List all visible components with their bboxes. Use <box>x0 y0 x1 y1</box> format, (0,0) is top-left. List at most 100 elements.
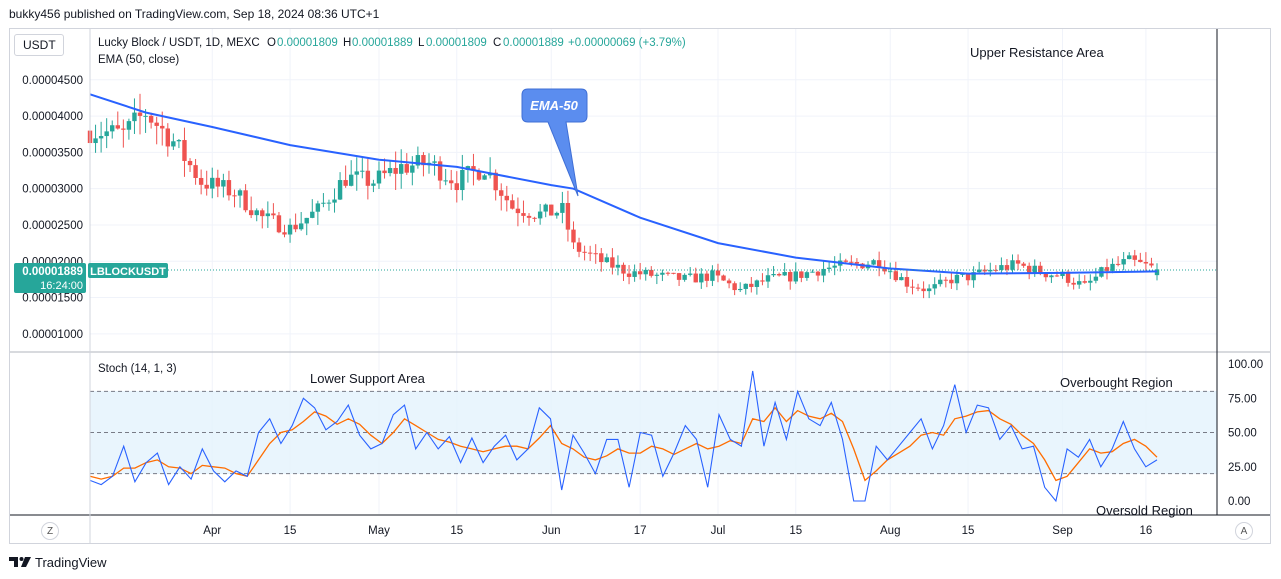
candle-body <box>132 112 137 122</box>
candle-body <box>576 242 582 252</box>
o-value: 0.00001809 <box>277 37 338 49</box>
price-tick-label: 0.00001500 <box>22 293 83 305</box>
l-label: L <box>418 37 425 49</box>
publish-text: bukky456 published on TradingView.com, S… <box>9 7 380 21</box>
candle-body <box>793 271 798 282</box>
price-tick-label: 0.00003000 <box>22 184 83 196</box>
candle-body <box>143 115 148 117</box>
candle-body <box>704 273 710 281</box>
candle-body <box>1138 259 1143 263</box>
candle-body <box>982 269 987 272</box>
candle-body <box>382 170 387 174</box>
l-value: 0.00001809 <box>426 37 487 49</box>
stoch-k-line <box>89 370 1158 503</box>
candle-body <box>810 271 815 273</box>
change-value: +0.00000069 (+3.79%) <box>568 37 686 49</box>
candle-body <box>148 115 154 123</box>
ema-callout-text: EMA-50 <box>530 98 578 113</box>
candle-body <box>93 138 98 144</box>
candle-body <box>204 184 209 189</box>
candle-body <box>443 180 448 182</box>
price-axis[interactable]: 0.00004500 0.00004000 0.00003500 0.00003000… <box>22 75 83 341</box>
candle-body <box>965 273 971 281</box>
candle-body <box>676 273 682 280</box>
candle-body <box>276 215 282 233</box>
candle-body <box>332 199 337 203</box>
candle-body <box>437 161 443 181</box>
candle-body <box>432 161 437 163</box>
time-axis[interactable]: Apr 15 May 15 Jun 17 Jul 15 Aug 15 Sep 16 <box>203 525 1152 537</box>
candle-body <box>315 203 321 212</box>
candle-body <box>360 170 365 172</box>
candle-body <box>815 271 821 276</box>
candle-body <box>376 170 382 184</box>
candle-body <box>843 260 848 262</box>
candle-body <box>854 262 860 264</box>
candle-body <box>826 267 832 269</box>
candle-body <box>1076 281 1082 285</box>
candle-body <box>348 174 354 186</box>
candle-body <box>399 164 404 174</box>
candle-body <box>365 170 371 186</box>
time-tick-label: Sep <box>1052 525 1072 537</box>
scale-right-button[interactable]: A <box>1235 522 1253 540</box>
candle-body <box>765 275 771 282</box>
candle-body <box>782 272 787 276</box>
candle-body <box>226 180 232 196</box>
stoch-levels <box>90 390 1217 475</box>
candle-body <box>371 183 376 186</box>
stoch-legend[interactable]: Stoch (14, 1, 3) <box>98 363 177 375</box>
candle-body <box>743 283 748 289</box>
candle-body <box>1043 274 1049 278</box>
candle-body <box>243 190 248 211</box>
candle-body <box>198 177 204 185</box>
candle-body <box>510 200 515 209</box>
candle-body <box>771 274 776 276</box>
currency-button[interactable]: USDT <box>14 34 64 56</box>
price-tick-label: 0.00004500 <box>22 75 83 87</box>
candle-body <box>615 264 621 268</box>
candle-body <box>904 277 910 287</box>
candle-body <box>410 165 415 173</box>
candle-body <box>176 140 182 142</box>
candle-body <box>893 271 899 281</box>
stoch-tick-label: 50.00 <box>1228 428 1257 440</box>
candle-body <box>210 177 215 189</box>
scale-left-button[interactable]: Z <box>41 522 59 540</box>
candle-body <box>137 112 143 116</box>
time-tick-label: 15 <box>962 525 975 537</box>
candle-body <box>449 180 454 184</box>
time-tick-label: 15 <box>450 525 463 537</box>
lower-support-label: Lower Support Area <box>310 371 426 386</box>
candle-body <box>476 170 482 180</box>
candle-body <box>571 229 576 243</box>
candle-body <box>293 224 298 230</box>
candle-body <box>421 155 426 166</box>
ema-legend[interactable]: EMA (50, close) <box>98 54 179 66</box>
last-price-value: 0.00001889 <box>22 266 83 278</box>
candle-body <box>604 257 610 263</box>
candle-body <box>248 210 254 216</box>
candle-body <box>943 279 949 281</box>
candle-body <box>215 177 221 187</box>
candle-body <box>626 273 632 277</box>
candle-body <box>321 202 326 204</box>
candle-body <box>104 131 109 137</box>
candle-body <box>1049 275 1054 278</box>
tradingview-logo-icon <box>9 557 31 567</box>
candle-body <box>1015 260 1021 264</box>
candle-body <box>526 215 532 218</box>
ema-callout: EMA-50 <box>521 88 588 197</box>
stoch-tick-label: 75.00 <box>1228 393 1257 405</box>
candle-body <box>304 217 309 224</box>
candle-body <box>949 279 954 284</box>
candle-body <box>888 271 893 273</box>
c-value: 0.00001889 <box>503 37 564 49</box>
stoch-axis[interactable]: 100.00 75.00 50.00 25.00 0.00 <box>1228 359 1263 508</box>
candle-body <box>799 271 804 278</box>
candle-body <box>637 271 643 275</box>
candle-body <box>849 261 854 263</box>
candle-body <box>876 260 882 268</box>
candle-body <box>932 284 937 289</box>
